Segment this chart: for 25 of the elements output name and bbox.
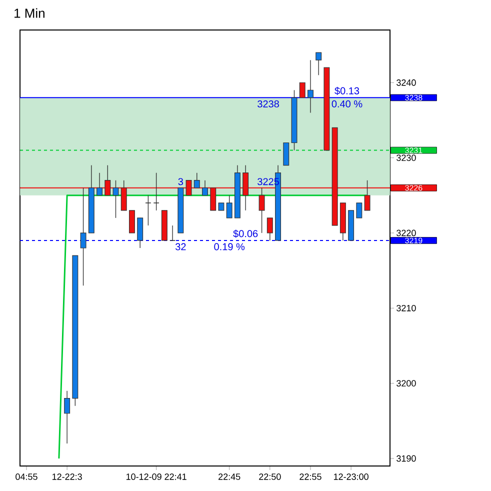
annotation: 32 <box>175 243 186 250</box>
ref-line-label: 3231 <box>405 147 422 154</box>
annotation: $0.06 <box>233 230 258 238</box>
annotation: 0.40 % <box>332 100 362 108</box>
ref-line-label: 3238 <box>405 94 422 101</box>
x-tick-label: 22:55 <box>300 474 322 480</box>
annotation: $0.13 <box>334 86 360 95</box>
y-tick-label: 3230 <box>396 154 416 161</box>
x-tick-label: 04:55 <box>16 474 38 480</box>
x-tick-label: 22:50 <box>259 474 281 480</box>
y-tick-label: 3220 <box>396 230 416 236</box>
x-tick-label: 22:45 <box>218 474 240 480</box>
x-tick-label: 12-23:00 <box>334 474 368 480</box>
annotation: 3238 <box>258 100 279 108</box>
chart-title: 1 Min <box>14 8 44 18</box>
y-tick-label: 3240 <box>396 79 416 86</box>
x-tick-label: 10-12-09 22:41 <box>126 474 186 480</box>
annotation: 3 <box>178 178 184 186</box>
ref-line-label: 3219 <box>405 238 422 244</box>
ref-line-label: 3226 <box>405 185 422 191</box>
annotation: 0.19 % <box>214 243 245 250</box>
y-tick-label: 3200 <box>396 380 416 386</box>
x-tick-label: 12-22:3 <box>52 474 82 480</box>
y-tick-label: 3210 <box>396 304 416 312</box>
y-tick-label: 3190 <box>396 455 416 462</box>
